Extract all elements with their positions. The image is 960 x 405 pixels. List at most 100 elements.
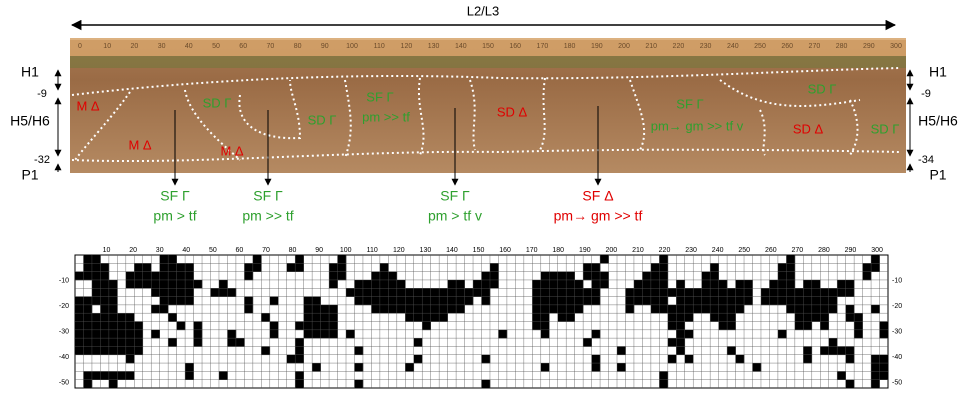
filled-cell bbox=[574, 304, 584, 314]
x-tick-label: 60 bbox=[236, 247, 244, 254]
filled-cell bbox=[591, 354, 601, 364]
filled-cell bbox=[557, 279, 567, 289]
filled-cell bbox=[659, 263, 669, 272]
filled-cell bbox=[91, 338, 101, 347]
filled-cell bbox=[650, 271, 660, 281]
filled-cell bbox=[583, 288, 592, 297]
filled-cell bbox=[481, 296, 491, 306]
filled-cell bbox=[710, 296, 719, 306]
filled-cell bbox=[489, 279, 499, 289]
filled-cell bbox=[125, 371, 135, 380]
filled-cell bbox=[667, 313, 677, 322]
filled-cell bbox=[760, 296, 770, 306]
filled-cell bbox=[566, 313, 575, 322]
filled-cell bbox=[439, 296, 448, 306]
ruler-label: 300 bbox=[890, 43, 902, 50]
filled-cell bbox=[151, 271, 160, 281]
filled-cell bbox=[591, 288, 601, 297]
grid-panel: 10 20 30 40 50 60 70 80 90 100 110 120 130 140 150 160 1… bbox=[59, 247, 902, 389]
filled-cell bbox=[320, 329, 330, 339]
filled-cell bbox=[532, 288, 542, 297]
filled-cell bbox=[583, 263, 592, 272]
filled-cell bbox=[83, 346, 93, 356]
ruler-label: 130 bbox=[428, 43, 440, 50]
filled-cell bbox=[803, 279, 813, 289]
filled-cell bbox=[142, 263, 152, 272]
filled-cell bbox=[481, 354, 491, 364]
callout-text: SF Δ bbox=[582, 188, 613, 204]
filled-cell bbox=[718, 304, 728, 314]
filled-cell bbox=[642, 288, 652, 297]
filled-cell bbox=[633, 296, 643, 306]
x-tick-label: 130 bbox=[420, 247, 432, 254]
filled-cell bbox=[362, 288, 372, 297]
filled-cell bbox=[134, 271, 144, 281]
filled-cell bbox=[244, 271, 254, 281]
side-label: H5/H6 bbox=[10, 113, 50, 129]
filled-cell bbox=[659, 288, 669, 297]
filled-cell bbox=[718, 288, 728, 297]
filled-cell bbox=[777, 296, 787, 306]
filled-cell bbox=[769, 279, 779, 289]
filled-cell bbox=[820, 304, 830, 314]
filled-cell bbox=[549, 271, 559, 281]
filled-cell bbox=[811, 279, 821, 289]
filled-cell bbox=[405, 313, 415, 322]
filled-cell bbox=[142, 279, 152, 289]
filled-cell bbox=[447, 304, 457, 314]
filled-cell bbox=[845, 313, 855, 322]
filled-cell bbox=[837, 371, 846, 380]
ruler-label: 20 bbox=[131, 43, 139, 50]
filled-cell bbox=[557, 304, 567, 314]
callout-text: SF Γ bbox=[253, 188, 283, 204]
filled-cell bbox=[430, 313, 440, 322]
filled-cell bbox=[828, 338, 838, 347]
filled-cell bbox=[346, 329, 355, 339]
filled-cell bbox=[718, 313, 728, 322]
filled-cell bbox=[168, 255, 177, 264]
x-tick-label: 90 bbox=[315, 247, 323, 254]
filled-cell bbox=[422, 304, 431, 314]
y-tick-label: -50 bbox=[892, 380, 902, 387]
filled-cell bbox=[91, 329, 101, 339]
ruler-label: 30 bbox=[158, 43, 166, 50]
filled-cell bbox=[676, 296, 686, 306]
filled-cell bbox=[786, 263, 796, 272]
filled-cell bbox=[286, 354, 296, 364]
filled-cell bbox=[193, 321, 203, 331]
y-tick-label: -10 bbox=[892, 277, 902, 284]
filled-cell bbox=[379, 263, 389, 272]
filled-cell bbox=[312, 329, 321, 339]
filled-cell bbox=[557, 271, 567, 281]
filled-cell bbox=[727, 346, 736, 356]
filled-cell bbox=[557, 296, 567, 306]
filled-cell bbox=[159, 255, 169, 264]
y-tick-label: -20 bbox=[892, 303, 902, 310]
filled-cell bbox=[91, 288, 101, 297]
filled-cell bbox=[303, 321, 313, 331]
filled-cell bbox=[650, 288, 660, 297]
filled-cell bbox=[430, 304, 440, 314]
filled-cell bbox=[91, 263, 101, 272]
x-tick-label: 290 bbox=[845, 247, 857, 254]
filled-cell bbox=[134, 263, 144, 272]
filled-cell bbox=[760, 288, 770, 297]
filled-cell bbox=[701, 279, 711, 289]
filled-cell bbox=[91, 271, 101, 281]
filled-cell bbox=[693, 296, 702, 306]
filled-cell bbox=[574, 279, 584, 289]
filled-cell bbox=[557, 313, 567, 322]
callout-text: SF Γ bbox=[440, 188, 470, 204]
filled-cell bbox=[100, 321, 110, 331]
filled-cell bbox=[125, 346, 135, 356]
filled-cell bbox=[312, 313, 321, 322]
filled-cell bbox=[346, 288, 355, 297]
filled-cell bbox=[354, 363, 364, 372]
filled-cell bbox=[388, 296, 398, 306]
filled-cell bbox=[108, 371, 118, 380]
filled-cell bbox=[168, 288, 177, 297]
filled-cell bbox=[100, 288, 110, 297]
filled-cell bbox=[83, 321, 93, 331]
filled-cell bbox=[422, 288, 431, 297]
filled-cell bbox=[108, 304, 118, 314]
